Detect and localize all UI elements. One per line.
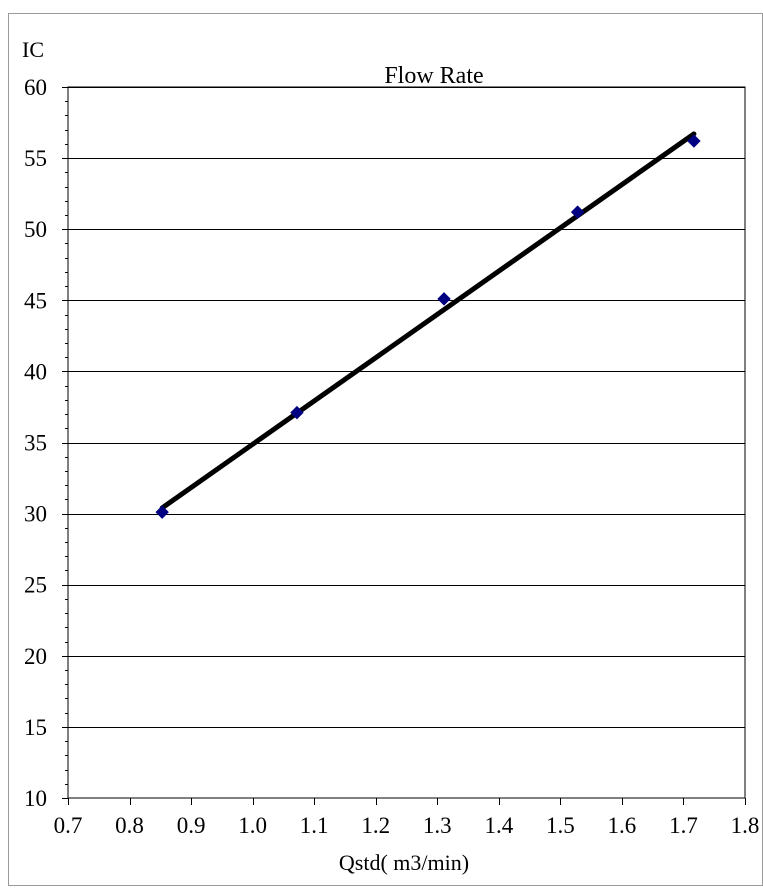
y-tick-label: 55 bbox=[24, 146, 47, 171]
chart-area-border bbox=[8, 13, 763, 886]
x-tick-label: 1.2 bbox=[361, 813, 390, 838]
data-points bbox=[155, 134, 701, 519]
y-tick-label: 15 bbox=[24, 715, 47, 740]
x-tick-labels: 0.7 0.8 0.9 1.0 1.1 1.2 1.3 1.4 1.5 1.6 1.7 1.8 bbox=[54, 813, 760, 838]
data-point bbox=[290, 405, 304, 420]
x-tick-label: 1.0 bbox=[238, 813, 267, 838]
x-axis-title: Qstd( m3/min) bbox=[339, 850, 469, 875]
data-point bbox=[437, 292, 451, 306]
y-tick-label: 40 bbox=[24, 359, 47, 384]
x-tick-label: 0.7 bbox=[54, 813, 83, 838]
y-tick-label: 10 bbox=[24, 786, 47, 811]
trendline-layer bbox=[159, 131, 697, 511]
plot-area-border bbox=[67, 86, 746, 799]
y-tick-label: 20 bbox=[24, 644, 47, 669]
y-tick-label: 25 bbox=[24, 573, 47, 598]
x-tick-label: 0.8 bbox=[115, 813, 144, 838]
x-tick-label: 0.9 bbox=[177, 813, 206, 838]
y-axis-title: IC bbox=[22, 37, 44, 62]
chart-title: Flow Rate bbox=[384, 63, 483, 89]
y-tick-label: 35 bbox=[24, 431, 47, 456]
y-tick-labels: 10 15 20 25 30 35 40 45 50 55 60 bbox=[24, 75, 47, 811]
data-point bbox=[687, 134, 701, 148]
x-tick-label: 1.7 bbox=[669, 813, 698, 838]
data-point bbox=[155, 505, 169, 519]
y-tick-label: 60 bbox=[24, 75, 47, 100]
y-tick-label: 45 bbox=[24, 288, 47, 313]
x-tick-label: 1.3 bbox=[423, 813, 452, 838]
y-tick-label: 30 bbox=[24, 502, 47, 527]
x-tick-label: 1.4 bbox=[484, 813, 513, 838]
axis-ticks bbox=[62, 87, 746, 805]
trendline bbox=[159, 131, 697, 511]
x-tick-label: 1.6 bbox=[608, 813, 637, 838]
x-tick-label: 1.1 bbox=[300, 813, 329, 838]
y-tick-label: 50 bbox=[24, 217, 47, 242]
x-tick-label: 1.8 bbox=[731, 813, 760, 838]
data-point bbox=[570, 205, 585, 219]
x-tick-label: 1.5 bbox=[546, 813, 575, 838]
